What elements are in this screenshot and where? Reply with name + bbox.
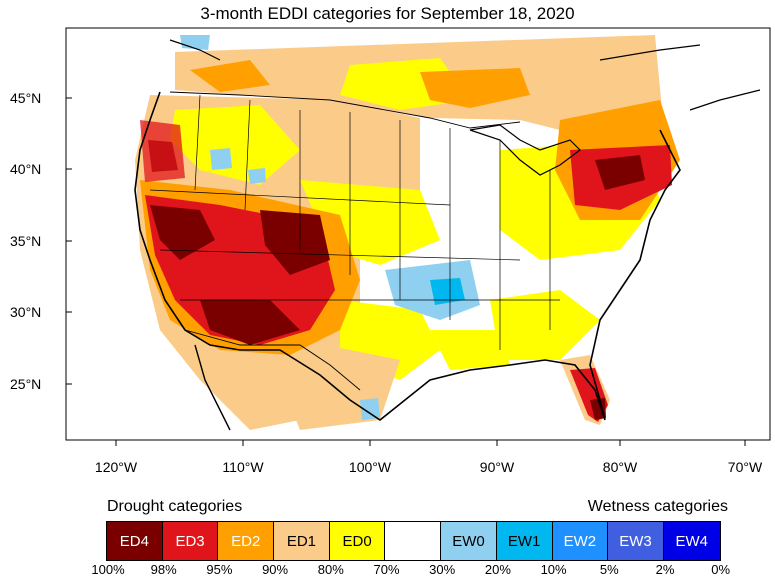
northeast-ed4-region: [595, 155, 645, 190]
legend-percentile-label: 100%: [91, 562, 125, 577]
drought-legend-title: Drought categories: [107, 498, 243, 515]
lat-label-40: 40°N: [10, 161, 41, 177]
latitude-ticks: [66, 97, 72, 385]
pacific-nw-ed3-region: [140, 120, 185, 182]
latitude-labels: 45°N 40°N 35°N 30°N 25°N: [10, 90, 41, 392]
southwest-ed4-region-c: [260, 210, 330, 275]
legend-percentile-label: 95%: [206, 562, 233, 577]
legend-percentile-label: 80%: [317, 562, 344, 577]
lat-label-30: 30°N: [10, 304, 41, 320]
wetness-legend-title: Wetness categories: [587, 498, 728, 515]
legend-box-ew2: EW2: [552, 522, 609, 560]
category-fills: [135, 35, 680, 430]
legend-percentile-label: 70%: [373, 562, 400, 577]
lon-label-90: 90°W: [480, 459, 515, 475]
legend-box-ed4: ED4: [107, 522, 163, 560]
legend-percentile-label: 2%: [655, 562, 675, 577]
legend-color-bar: ED4 ED3 ED2 ED1 ED0 EW0 EW1 EW2 EW3 EW4: [106, 521, 721, 561]
legend-box-ew4: EW4: [663, 522, 720, 560]
legend-box-ed0: ED0: [329, 522, 386, 560]
lon-label-100: 100°W: [349, 459, 392, 475]
mexico-ew0-region: [360, 398, 380, 420]
lat-label-35: 35°N: [10, 233, 41, 249]
lon-label-70: 70°W: [728, 459, 763, 475]
boundaries: [134, 39, 761, 431]
lon-label-120: 120°W: [95, 459, 138, 475]
us-outline: [134, 91, 681, 421]
great-lakes: [469, 124, 581, 176]
florida-ed4-region: [590, 398, 606, 420]
southwest-ed4-region: [150, 205, 215, 260]
legend-box-ed2: ED2: [218, 522, 275, 560]
legend-percentile-label: 90%: [262, 562, 289, 577]
longitude-ticks: [115, 440, 746, 446]
canada-border: [169, 91, 521, 129]
map-title: 3-month EDDI categories for September 18…: [200, 4, 575, 23]
canada-ed2-region-b: [190, 60, 270, 92]
legend-percentile-label: 10%: [540, 562, 567, 577]
central-ew1-region: [430, 278, 465, 305]
legend-percentile-label: 98%: [150, 562, 177, 577]
legend-box-ed3: ED3: [162, 522, 219, 560]
legend-percentile-label: 0%: [711, 562, 731, 577]
lat-label-45: 45°N: [10, 90, 41, 106]
southeast-ed0-region: [490, 290, 600, 360]
canada-ed2-region: [420, 68, 530, 108]
west-ed0-region: [170, 105, 300, 185]
legend-percentile-label: 30%: [429, 562, 456, 577]
legend-box-ew0: EW0: [441, 522, 497, 560]
longitude-labels: 120°W 110°W 100°W 90°W 80°W 70°W: [95, 459, 763, 475]
legend-box-normal: [385, 522, 442, 560]
legend-percentile-label: 20%: [484, 562, 511, 577]
canada-coast: [169, 39, 761, 111]
eddi-map: 45°N 40°N 35°N 30°N 25°N 120°W 110°W 100…: [10, 27, 771, 475]
baja: [194, 344, 231, 431]
wyoming-ew0-region: [248, 168, 266, 184]
legend-box-ed1: ED1: [274, 522, 330, 560]
legend-box-ew3: EW3: [608, 522, 664, 560]
idaho-ew0-region: [210, 148, 232, 170]
legend-box-ew1: EW1: [496, 522, 553, 560]
mexico-border: [184, 329, 361, 391]
lon-label-110: 110°W: [222, 459, 264, 475]
legend-percentile-label: 5%: [599, 562, 619, 577]
lon-label-80: 80°W: [603, 459, 638, 475]
state-lines: [149, 94, 560, 350]
gulf-ed0-region: [430, 330, 510, 370]
lat-label-25: 25°N: [10, 376, 41, 392]
southwest-ed4-region-b: [200, 300, 300, 345]
legend-percentile-row: 100% 98% 95% 90% 80% 70% 30% 20% 10% 5% 2% 0%: [91, 562, 730, 580]
